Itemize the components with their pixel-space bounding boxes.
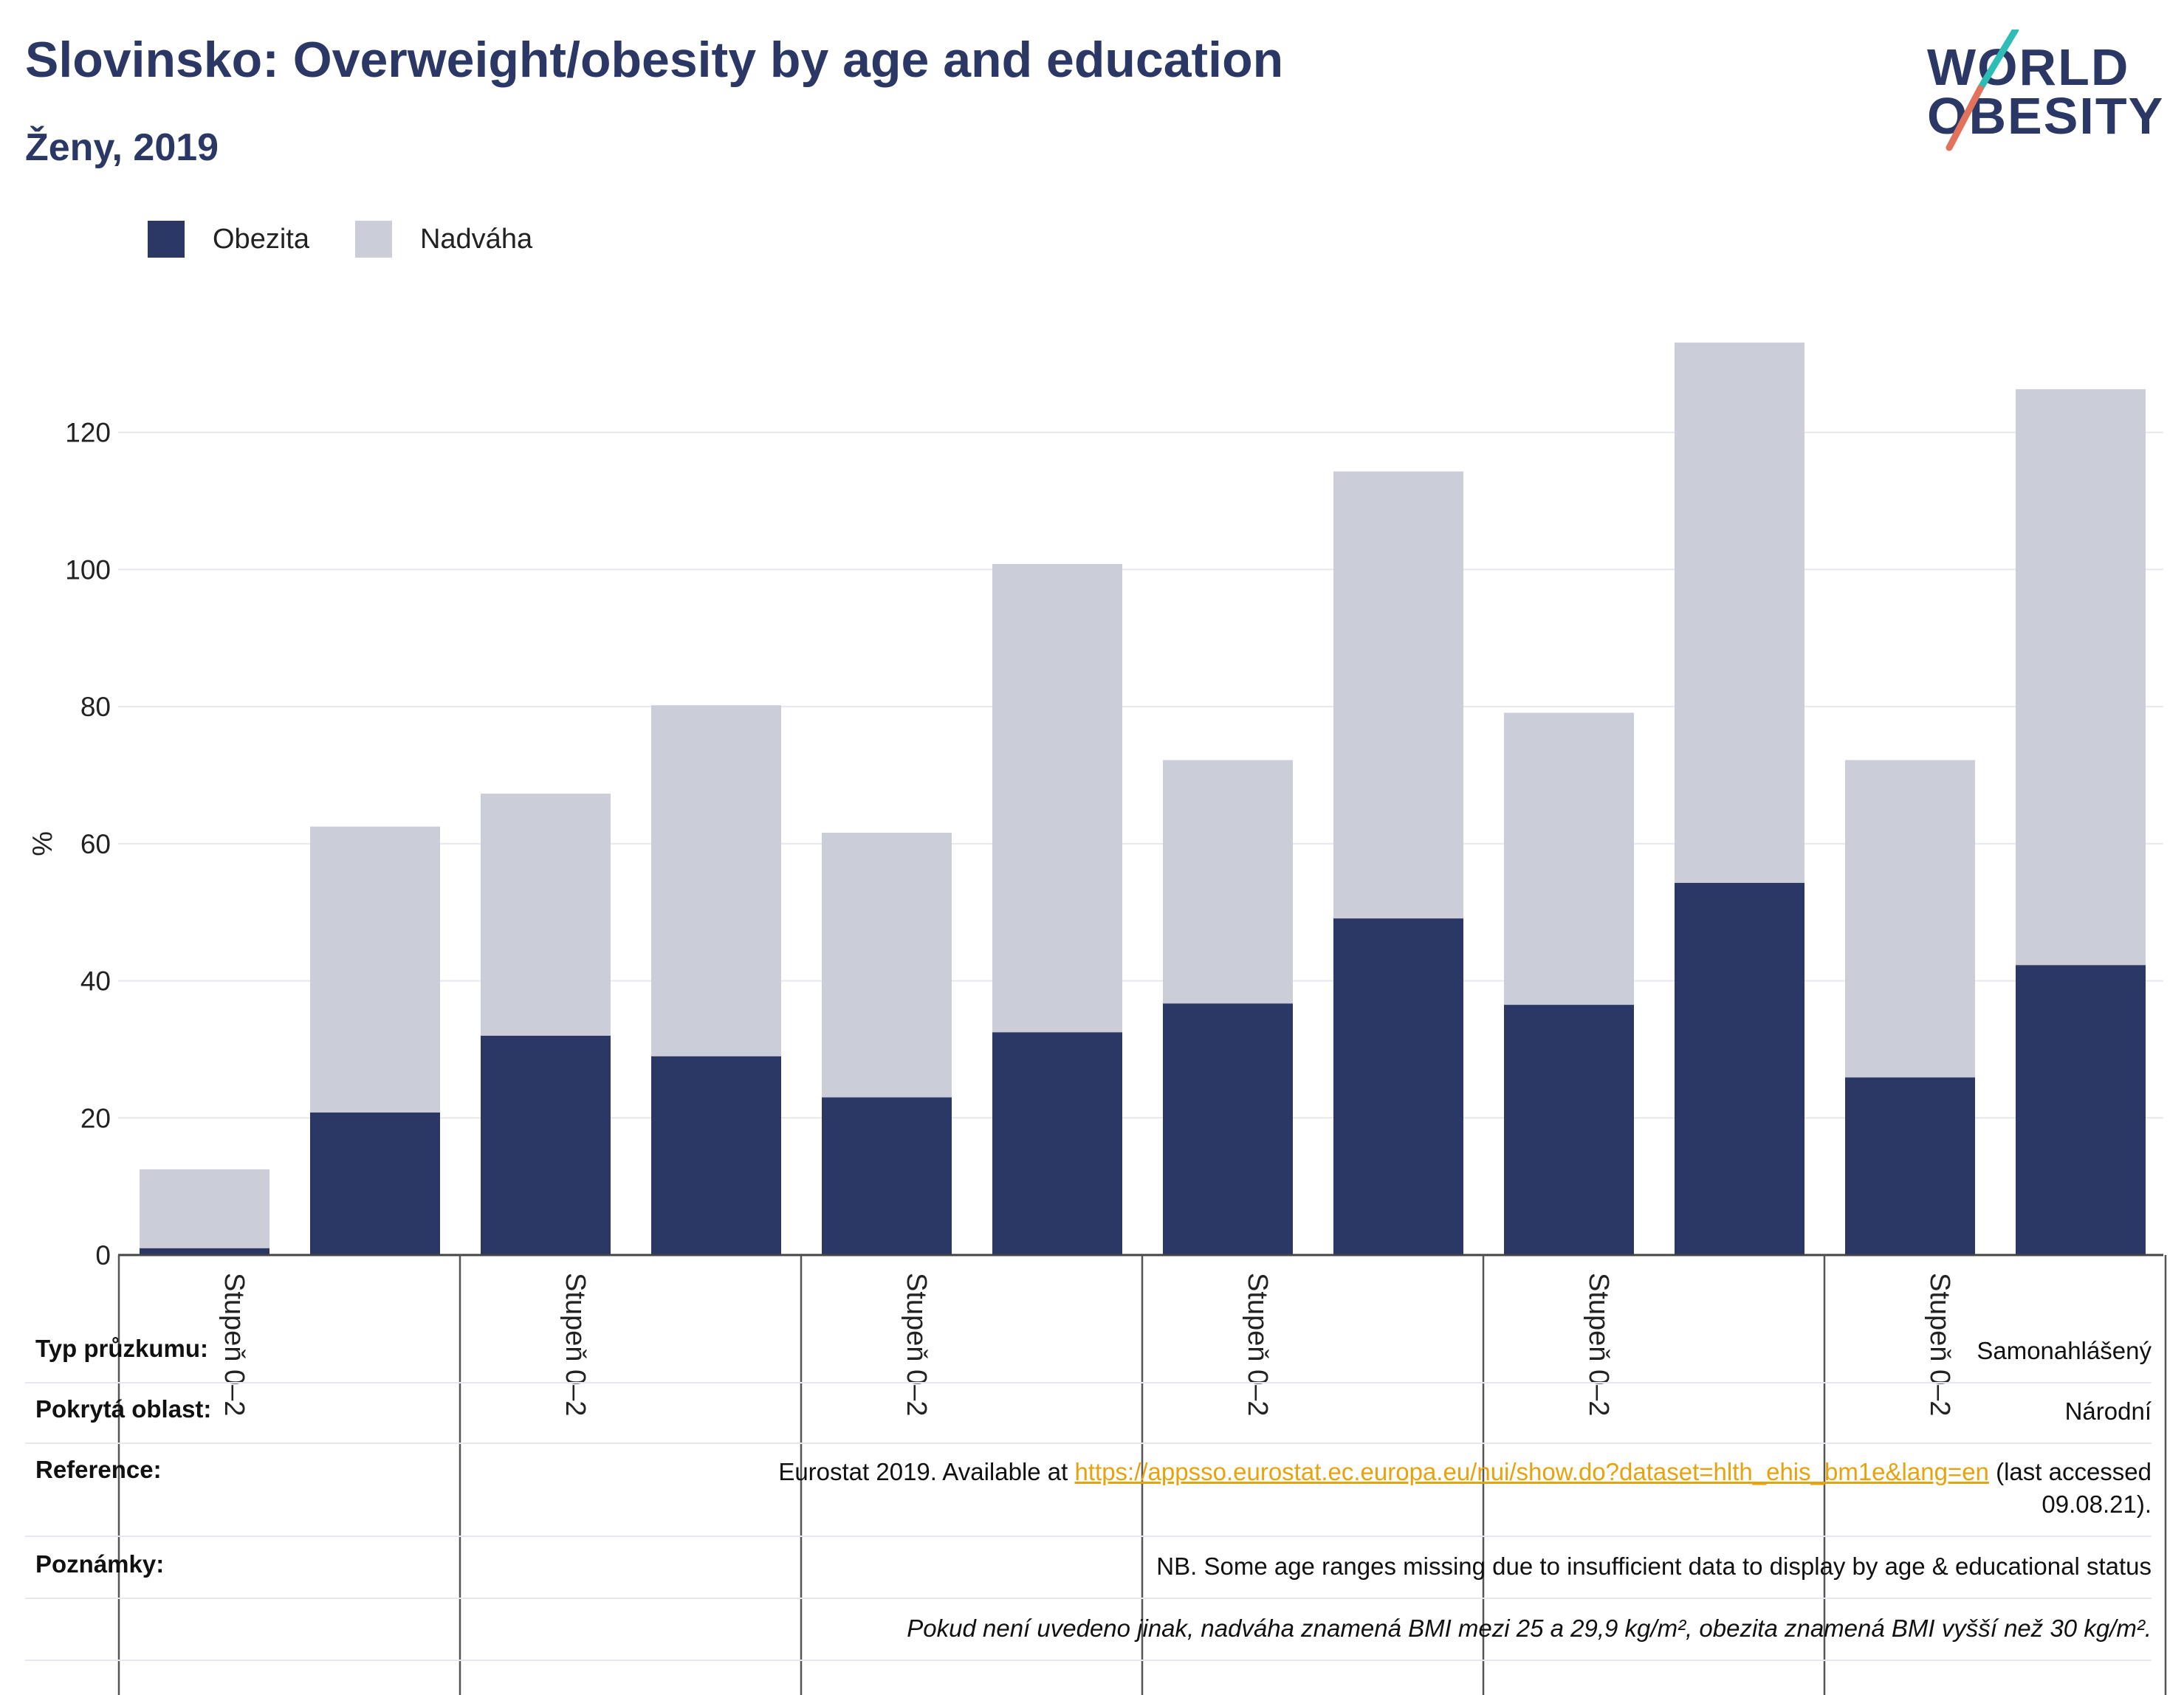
chart-title: Slovinsko: Overweight/obesity by age and… [25,32,1284,88]
info-label-reference: Reference: [35,1456,162,1483]
bar-obezita [651,1056,781,1255]
bar-obezita [140,1248,269,1255]
info-value-definition: Pokud není uvedeno jinak, nadváha znamen… [907,1615,2152,1642]
y-tick-label: 40 [80,966,111,997]
y-tick-label: 20 [80,1103,111,1133]
bar-obezita [2016,965,2146,1255]
info-value-coverage: Národní [2064,1397,2152,1425]
x-group-label: Stupeň 0–2 [560,1273,591,1416]
reference-prefix: Eurostat 2019. Available at [778,1458,1075,1485]
reference-suffix: (last accessed [1988,1458,2152,1485]
bar-nadvaha [822,833,952,1098]
info-row-reference: Reference: Eurostat 2019. Available at h… [25,1456,2152,1537]
legend-item-obezita[interactable]: Obezita [148,221,309,258]
bar-nadvaha [1675,343,1804,883]
info-row-definition: Pokud není uvedeno jinak, nadváha znamen… [25,1612,2152,1661]
x-group-label: Stupeň 0–2 [901,1273,932,1416]
info-label-coverage: Pokrytá oblast: [35,1395,212,1423]
y-tick-label: 0 [95,1240,111,1271]
bar-nadvaha [310,826,440,1113]
bar-obezita [1504,1005,1634,1255]
y-tick-label: 60 [80,829,111,859]
bar-obezita [310,1112,440,1255]
world-obesity-logo: WORLD OBESITY [1927,30,2171,155]
bar-obezita [481,1035,611,1255]
bar-nadvaha [481,794,611,1036]
bar-obezita [1845,1077,1975,1255]
info-label-notes: Poznámky: [35,1550,165,1578]
bar-obezita [992,1032,1122,1255]
info-row-notes: Poznámky: NB. Some age ranges missing du… [25,1550,2152,1599]
info-value-survey-type: Samonahlášený [1977,1337,2152,1364]
legend-item-nadvaha[interactable]: Nadváha [354,221,533,258]
bar-obezita [1333,918,1463,1255]
bar-obezita [1163,1003,1293,1255]
info-value-notes: NB. Some age ranges missing due to insuf… [1156,1553,2152,1580]
bar-nadvaha [1845,760,1975,1078]
legend-swatch-nadvaha [354,221,392,258]
info-label-survey-type: Typ průzkumu: [35,1335,209,1362]
reference-date: 09.08.21). [2042,1491,2152,1518]
chart-subtitle: Ženy, 2019 [25,126,219,169]
legend-label-obezita: Obezita [213,223,309,255]
chart-legend: Obezita Nadváha [148,219,578,260]
bar-nadvaha [1333,471,1463,919]
x-group-label: Stupeň 0–2 [219,1273,250,1416]
bar-nadvaha [2016,389,2146,966]
legend-label-nadvaha: Nadváha [419,223,533,255]
bar-nadvaha [651,705,781,1056]
y-axis-title: % [27,831,58,856]
logo-slash-icon [1946,30,2019,151]
y-tick-label: 100 [65,554,111,585]
reference-link[interactable]: https://appsso.eurostat.ec.europa.eu/nui… [1074,1458,1989,1485]
info-value-reference: Eurostat 2019. Available at https://apps… [778,1456,2152,1521]
logo-text-line1: WORLD [1927,38,2130,96]
y-tick-label: 80 [80,692,111,722]
bar-nadvaha [1504,712,1634,1005]
info-row-coverage: Pokrytá oblast: Národní [25,1395,2152,1444]
info-row-survey-type: Typ průzkumu: Samonahlášený [25,1335,2152,1383]
bar-nadvaha [140,1169,269,1248]
bar-obezita [1675,882,1804,1255]
bar-nadvaha [1163,760,1293,1004]
legend-swatch-obezita [148,221,185,258]
bar-nadvaha [992,564,1122,1033]
x-group-label: Stupeň 0–2 [1242,1273,1273,1416]
x-group-label: Stupeň 0–2 [1583,1273,1614,1416]
y-tick-label: 120 [65,418,111,448]
bar-obezita [822,1097,952,1255]
x-group-label: Stupeň 0–2 [1924,1273,1955,1416]
